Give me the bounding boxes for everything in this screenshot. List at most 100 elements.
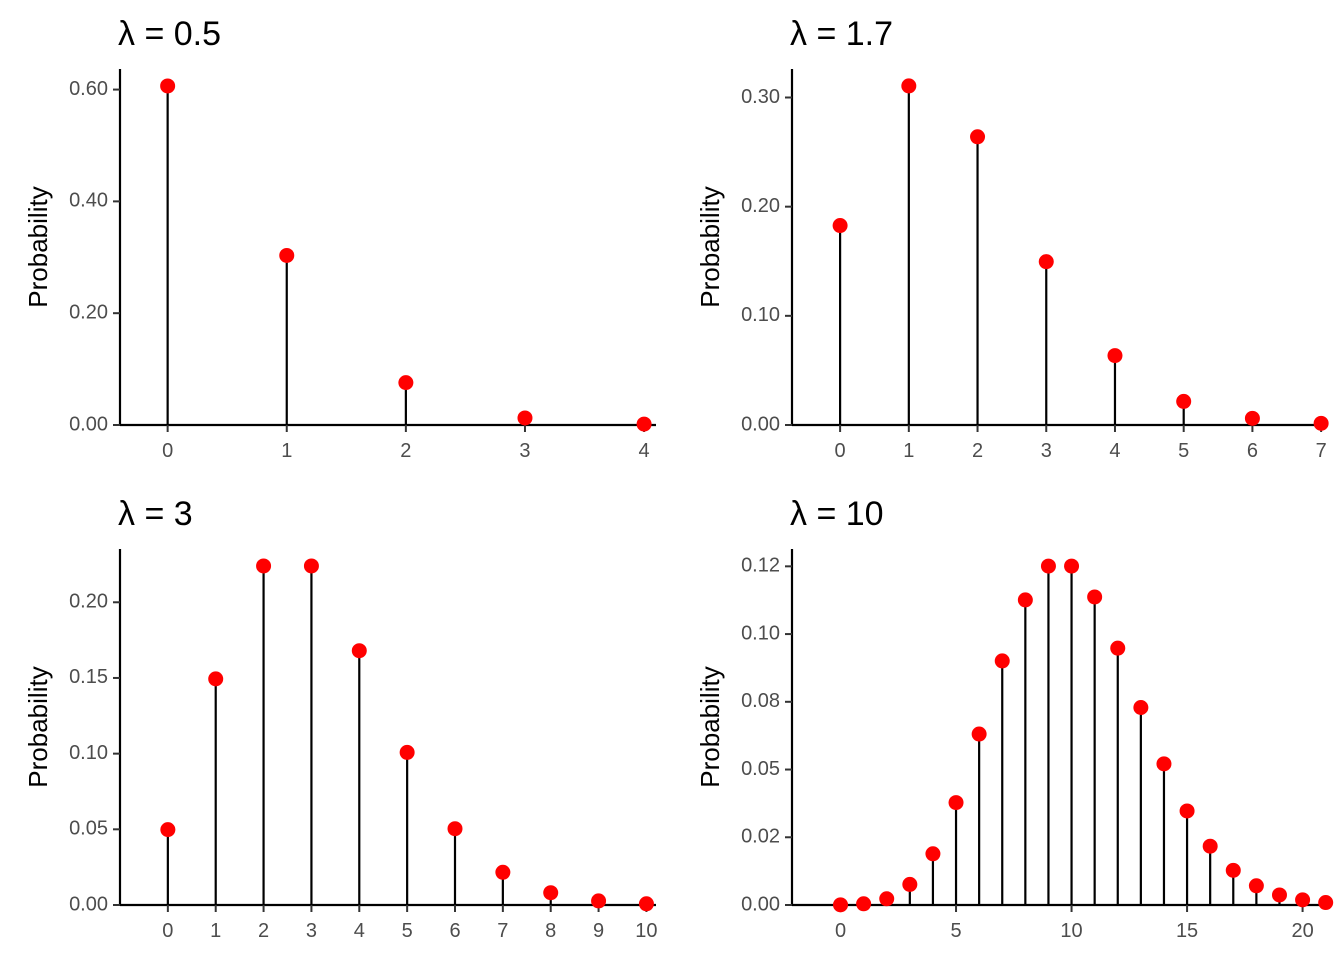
point-k9 [591,893,607,909]
panel-3: λ = 3 Probability 0.00 0.05 0.10 0.15 0.20 0 1 2 3… [23,495,658,942]
point-k4 [351,643,367,659]
x-tick-label: 1 [903,440,914,462]
point-k15 [1179,803,1195,819]
point-k3 [517,410,533,426]
point-k2 [256,558,272,574]
x-tick-label: 1 [281,440,292,462]
point-k1 [279,247,295,263]
x-tick-label: 0 [162,440,173,462]
point-k2 [398,375,414,391]
y-tick-label: 0.05 [69,818,108,840]
x-tick-label: 6 [449,920,460,942]
point-k6 [971,726,987,742]
x-tick-label: 7 [1316,440,1327,462]
x-tick-label: 0 [162,920,173,942]
point-k3 [902,876,918,892]
point-k0 [160,822,176,838]
y-tick-label: 0.20 [69,591,108,613]
point-k0 [832,218,848,234]
point-k10 [638,896,654,912]
y-tick-label: 0.40 [69,190,108,212]
x-tick-label: 3 [306,920,317,942]
point-k7 [495,864,511,880]
x-tick-label: 1 [210,920,221,942]
y-tick-label: 0.05 [741,758,780,780]
panel-1: λ = 0.5 Probability 0.00 0.20 0.40 0.60 0 1 2 3 4 [23,15,656,462]
y-axis-label: Probability [695,666,725,787]
x-tick-label: 3 [519,440,530,462]
y-tick-label: 0.60 [69,78,108,100]
y-tick-label: 0.00 [741,893,780,915]
x-tick-label: 4 [639,440,650,462]
x-tick-label: 10 [635,920,657,942]
y-tick-label: 0.10 [741,622,780,644]
point-k6 [447,821,463,837]
point-k14 [1156,756,1172,772]
point-k1 [901,78,917,94]
point-k8 [1017,592,1033,608]
point-k17 [1225,862,1241,878]
point-k0 [833,897,849,913]
point-k7 [1313,415,1329,431]
x-tick-label: 5 [950,920,961,942]
point-k3 [303,558,319,574]
point-k12 [1110,640,1126,656]
point-k4 [636,416,652,432]
x-tick-label: 5 [1178,440,1189,462]
panel-title: λ = 1.7 [790,15,893,53]
point-k11 [1087,589,1103,605]
y-tick-label: 0.00 [69,893,108,915]
x-tick-label: 8 [545,920,556,942]
x-tick-label: 3 [1041,440,1052,462]
x-tick-label: 2 [400,440,411,462]
point-k8 [543,885,559,901]
panel-title: λ = 0.5 [118,15,221,53]
x-tick-label: 5 [402,920,413,942]
point-k5 [1176,393,1192,409]
x-tick-label: 0 [835,920,846,942]
point-k20 [1295,892,1311,908]
point-k2 [879,891,895,907]
panel-title: λ = 10 [790,495,884,533]
point-k21 [1318,895,1334,911]
y-tick-label: 0.20 [69,301,108,323]
panel-4: λ = 10 Probability 0.00 0.02 0.05 0.08 0.10 0.1… [695,495,1334,942]
x-tick-label: 0 [835,440,846,462]
point-k4 [1107,348,1123,364]
point-k1 [856,896,872,912]
x-tick-label: 15 [1176,920,1198,942]
point-k7 [994,653,1010,669]
y-tick-label: 0.00 [69,413,108,435]
point-k3 [1038,254,1054,270]
point-k18 [1248,878,1264,894]
y-tick-label: 0.30 [741,86,780,108]
y-tick-label: 0.02 [741,826,780,848]
x-tick-label: 4 [1109,440,1120,462]
point-k5 [399,744,415,760]
x-tick-label: 9 [593,920,604,942]
x-tick-label: 4 [354,920,365,942]
point-k13 [1133,699,1149,715]
point-k9 [1040,558,1056,574]
x-tick-label: 6 [1247,440,1258,462]
y-tick-label: 0.08 [741,690,780,712]
point-k4 [925,846,941,862]
panel-title: λ = 3 [118,495,193,533]
y-tick-label: 0.10 [741,304,780,326]
y-axis-label: Probability [695,186,725,307]
y-tick-label: 0.15 [69,666,108,688]
y-axis-label: Probability [23,666,53,787]
y-tick-label: 0.00 [741,413,780,435]
point-k1 [208,671,224,687]
y-tick-label: 0.20 [741,195,780,217]
point-k19 [1271,887,1287,903]
point-k0 [160,78,176,94]
panel-2: λ = 1.7 Probability 0.00 0.10 0.20 0.30 0 1 2 3 4 5… [695,15,1329,462]
y-tick-label: 0.12 [741,555,780,577]
x-tick-label: 20 [1291,920,1313,942]
x-tick-label: 10 [1060,920,1082,942]
y-axis-label: Probability [23,186,53,307]
point-k2 [970,129,986,145]
